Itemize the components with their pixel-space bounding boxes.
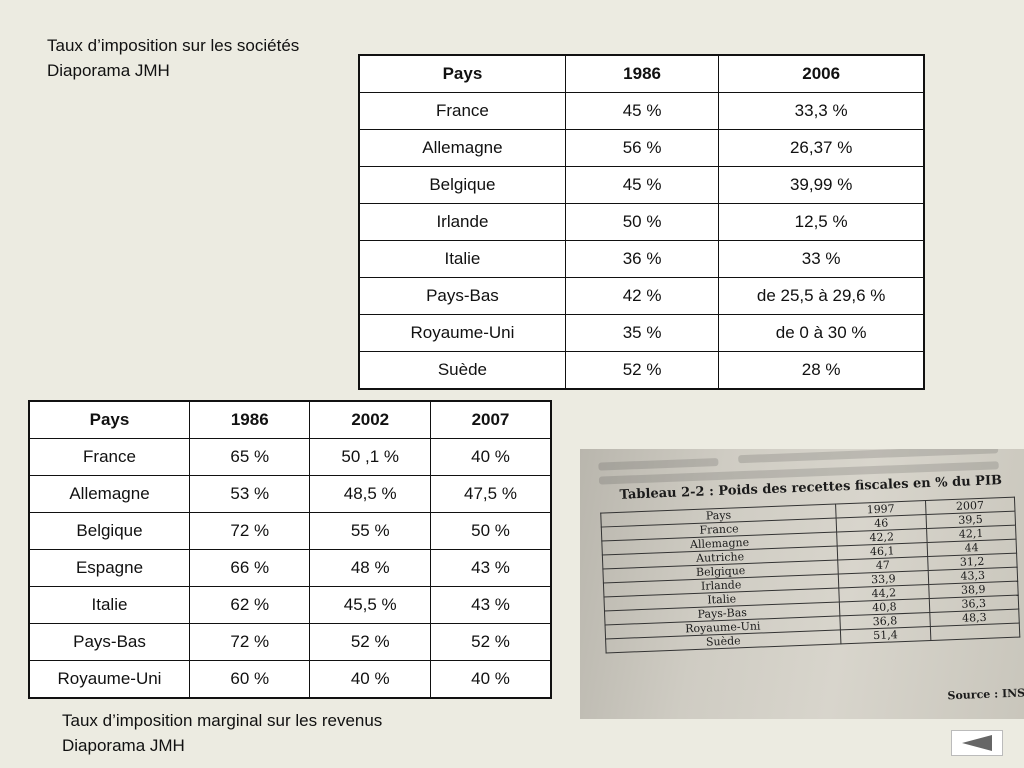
blurred-text <box>738 449 999 464</box>
value-cell <box>929 623 1020 641</box>
value-cell: 43 % <box>429 549 552 587</box>
table-row: Royaume-Uni 60 % 40 % 40 % <box>28 660 552 699</box>
value-cell: 56 % <box>564 129 720 167</box>
value-cell: 72 % <box>188 623 311 661</box>
marginal-tax-table: Pays 1986 2002 2007 France 65 % 50 ,1 % 40 … <box>28 400 552 699</box>
table-row: Italie 62 % 45,5 % 43 % <box>28 586 552 624</box>
value-cell: 26,37 % <box>718 129 925 167</box>
caption-line: Diaporama JMH <box>62 736 185 755</box>
country-cell: Pays-Bas <box>28 623 190 661</box>
value-cell: 66 % <box>188 549 311 587</box>
table-row: Espagne 66 % 48 % 43 % <box>28 549 552 587</box>
value-cell: 50 % <box>564 203 720 241</box>
country-cell: France <box>28 438 190 476</box>
table-row: Royaume-Uni 35 % de 0 à 30 % <box>358 314 925 352</box>
table-row: Pays-Bas 72 % 52 % 52 % <box>28 623 552 661</box>
previous-slide-button[interactable] <box>951 730 1003 756</box>
value-cell: de 0 à 30 % <box>718 314 925 352</box>
value-cell: 50 % <box>429 512 552 550</box>
value-cell: 55 % <box>309 512 431 550</box>
country-cell: Espagne <box>28 549 190 587</box>
table-row: Irlande 50 % 12,5 % <box>358 203 925 241</box>
value-cell: 52 % <box>309 623 431 661</box>
value-cell: de 25,5 à 29,6 % <box>718 277 925 315</box>
blurred-text <box>598 458 719 471</box>
caption-line: Diaporama JMH <box>47 61 170 80</box>
value-cell: 12,5 % <box>718 203 925 241</box>
column-header: 1986 <box>188 400 311 439</box>
country-cell: Royaume-Uni <box>358 314 566 352</box>
scanned-book-image: Tableau 2-2 : Poids des recettes fiscale… <box>580 449 1024 719</box>
table-row: Italie 36 % 33 % <box>358 240 925 278</box>
value-cell: 60 % <box>188 660 311 699</box>
country-cell: Pays-Bas <box>358 277 566 315</box>
table-row: Suède 52 % 28 % <box>358 351 925 390</box>
value-cell: 36 % <box>564 240 720 278</box>
table-row: Belgique 45 % 39,99 % <box>358 166 925 204</box>
country-cell: Belgique <box>28 512 190 550</box>
table-row: Pays-Bas 42 % de 25,5 à 29,6 % <box>358 277 925 315</box>
triangle-left-icon <box>962 735 992 751</box>
value-cell: 52 % <box>564 351 720 390</box>
table-header-row: Pays 1986 2002 2007 <box>28 400 552 439</box>
scanned-page: Tableau 2-2 : Poids des recettes fiscale… <box>588 449 1024 719</box>
column-header: 1986 <box>564 54 720 93</box>
table-header-row: Pays 1986 2006 <box>358 54 925 93</box>
country-cell: Italie <box>358 240 566 278</box>
table-row: Allemagne 53 % 48,5 % 47,5 % <box>28 475 552 513</box>
table-row: Belgique 72 % 55 % 50 % <box>28 512 552 550</box>
value-cell: 42 % <box>564 277 720 315</box>
value-cell: 28 % <box>718 351 925 390</box>
value-cell: 51,4 <box>840 626 931 644</box>
country-cell: Italie <box>28 586 190 624</box>
value-cell: 50 ,1 % <box>309 438 431 476</box>
country-cell: Belgique <box>358 166 566 204</box>
value-cell: 47,5 % <box>429 475 552 513</box>
value-cell: 33 % <box>718 240 925 278</box>
column-header: Pays <box>358 54 566 93</box>
value-cell: 45 % <box>564 92 720 130</box>
caption-marginal-tax: Taux d’imposition marginal sur les reven… <box>62 708 382 758</box>
caption-line: Taux d’imposition marginal sur les reven… <box>62 711 383 730</box>
caption-corporate-tax: Taux d’imposition sur les sociétés Diapo… <box>47 33 299 83</box>
country-cell: Allemagne <box>28 475 190 513</box>
value-cell: 48,5 % <box>309 475 431 513</box>
country-cell: Allemagne <box>358 129 566 167</box>
value-cell: 45 % <box>564 166 720 204</box>
table-row: France 65 % 50 ,1 % 40 % <box>28 438 552 476</box>
country-cell: Royaume-Uni <box>28 660 190 699</box>
scan-source: Source : INSEE. <box>947 685 1024 703</box>
value-cell: 72 % <box>188 512 311 550</box>
value-cell: 53 % <box>188 475 311 513</box>
value-cell: 43 % <box>429 586 552 624</box>
country-cell: Irlande <box>358 203 566 241</box>
value-cell: 45,5 % <box>309 586 431 624</box>
column-header: 2006 <box>718 54 925 93</box>
corporate-tax-table: Pays 1986 2006 France 45 % 33,3 % Allemagne… <box>358 54 925 390</box>
table-row: Allemagne 56 % 26,37 % <box>358 129 925 167</box>
column-header: 2002 <box>309 400 431 439</box>
country-cell: France <box>358 92 566 130</box>
country-cell: Suède <box>358 351 566 390</box>
value-cell: 40 % <box>309 660 431 699</box>
value-cell: 40 % <box>429 438 552 476</box>
value-cell: 62 % <box>188 586 311 624</box>
value-cell: 35 % <box>564 314 720 352</box>
column-header: 2007 <box>429 400 552 439</box>
table-row: France 45 % 33,3 % <box>358 92 925 130</box>
value-cell: 52 % <box>429 623 552 661</box>
value-cell: 40 % <box>429 660 552 699</box>
value-cell: 39,99 % <box>718 166 925 204</box>
value-cell: 48 % <box>309 549 431 587</box>
caption-line: Taux d’imposition sur les sociétés <box>47 36 300 55</box>
value-cell: 33,3 % <box>718 92 925 130</box>
value-cell: 65 % <box>188 438 311 476</box>
scan-table: Pays 1997 2007 France 46 39,5 Allemagne 42,2… <box>600 497 1020 654</box>
column-header: Pays <box>28 400 190 439</box>
